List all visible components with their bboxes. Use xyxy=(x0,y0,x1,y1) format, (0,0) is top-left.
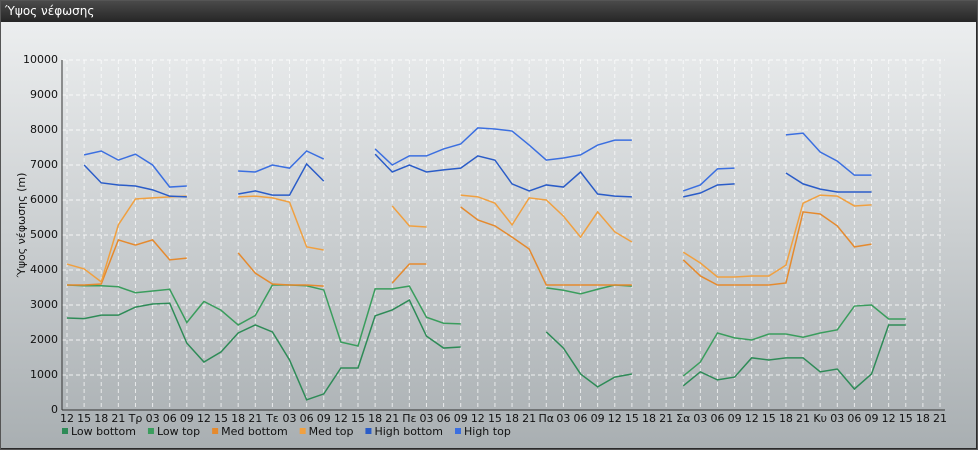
x-tick-label: Σα xyxy=(676,412,690,425)
x-tick-label: 12 xyxy=(60,412,74,425)
y-tick-label: 8000 xyxy=(30,123,58,136)
series-line xyxy=(83,153,872,198)
x-tick-label: 06 xyxy=(710,412,724,425)
y-tick-label: 0 xyxy=(51,403,58,416)
x-tick-label: Κυ xyxy=(813,412,827,425)
x-tick-label: 03 xyxy=(693,412,707,425)
legend-swatch xyxy=(455,428,461,434)
y-tick-label: 10000 xyxy=(23,53,58,66)
x-tick-label: 15 xyxy=(762,412,776,425)
series-line xyxy=(83,127,872,192)
window-title: Ύψος νέφωσης xyxy=(1,1,977,22)
legend-label: Low bottom xyxy=(71,425,136,438)
y-tick-label: 6000 xyxy=(30,193,58,206)
x-tick-label: Τε xyxy=(265,412,279,425)
chart: Ύψος νέφωσης (m) 0 1000 2000 3000 4000 5000 60… xyxy=(1,22,976,448)
x-tick-label: 18 xyxy=(94,412,108,425)
series-line xyxy=(66,194,872,284)
x-tick-label: 09 xyxy=(454,412,468,425)
x-tick-label: 21 xyxy=(659,412,673,425)
x-tick-label: 21 xyxy=(385,412,399,425)
x-tick-label: 06 xyxy=(163,412,177,425)
series-line xyxy=(67,206,872,287)
x-tick-label: 09 xyxy=(317,412,331,425)
x-tick-label: 03 xyxy=(146,412,160,425)
x-tick-label: 12 xyxy=(471,412,485,425)
x-tick-label: 21 xyxy=(796,412,810,425)
x-tick-label: 12 xyxy=(197,412,211,425)
x-tick-label: 12 xyxy=(608,412,622,425)
y-tick-label: 5000 xyxy=(30,228,58,241)
x-tick-label: 06 xyxy=(437,412,451,425)
legend-label: Med bottom xyxy=(221,425,288,438)
x-tick-label: 09 xyxy=(865,412,879,425)
x-tick-label: 12 xyxy=(882,412,896,425)
legend-swatch xyxy=(212,428,219,434)
x-tick-label: 15 xyxy=(77,412,91,425)
x-tick-label: 06 xyxy=(847,412,861,425)
x-tick-label: 12 xyxy=(745,412,759,425)
x-tick-label: 09 xyxy=(591,412,605,425)
x-tick-label: 18 xyxy=(779,412,793,425)
legend-swatch xyxy=(365,428,372,434)
legend-swatch xyxy=(147,428,154,434)
x-tick-label: 06 xyxy=(300,412,314,425)
x-tick-label: 15 xyxy=(625,412,639,425)
x-tick-label: 21 xyxy=(522,412,536,425)
legend-swatch xyxy=(299,428,306,434)
x-tick-label: 15 xyxy=(214,412,228,425)
legend-label: Med top xyxy=(309,425,354,438)
y-axis-label: Ύψος νέφωσης (m) xyxy=(15,173,28,279)
y-tick-label: 9000 xyxy=(30,88,58,101)
x-tick-label: Πα xyxy=(539,412,555,425)
x-tick-label: 09 xyxy=(728,412,742,425)
series-line xyxy=(66,299,906,401)
x-tick-label: 15 xyxy=(899,412,913,425)
y-tick-label: 3000 xyxy=(30,298,58,311)
x-tick-label: 03 xyxy=(556,412,570,425)
x-tick-label: Πε xyxy=(402,412,416,425)
x-tick-label: 03 xyxy=(419,412,433,425)
x-tick-label: 18 xyxy=(231,412,245,425)
x-tick-label: 21 xyxy=(111,412,125,425)
x-tick-label: 15 xyxy=(488,412,502,425)
y-tick-label: 2000 xyxy=(30,333,58,346)
x-tick-label: 18 xyxy=(642,412,656,425)
x-tick-label: 21 xyxy=(248,412,262,425)
legend-swatch xyxy=(62,428,68,434)
x-tick-label: 18 xyxy=(505,412,519,425)
x-tick-label: 03 xyxy=(283,412,297,425)
legend-label: High top xyxy=(464,425,511,438)
x-tick-label: 12 xyxy=(334,412,348,425)
x-tick-label: 03 xyxy=(830,412,844,425)
y-tick-label: 1000 xyxy=(30,368,58,381)
x-tick-label: 15 xyxy=(351,412,365,425)
x-tick-label: 18 xyxy=(916,412,930,425)
y-tick-label: 7000 xyxy=(30,158,58,171)
x-tick-label: 09 xyxy=(180,412,194,425)
x-tick-label: Τρ xyxy=(128,412,143,425)
x-tick-label: 06 xyxy=(574,412,588,425)
x-tick-label: 18 xyxy=(368,412,382,425)
x-tick-label: 21 xyxy=(933,412,947,425)
legend-label: Low top xyxy=(157,425,200,438)
legend-label: High bottom xyxy=(374,425,443,438)
y-tick-label: 4000 xyxy=(30,263,58,276)
